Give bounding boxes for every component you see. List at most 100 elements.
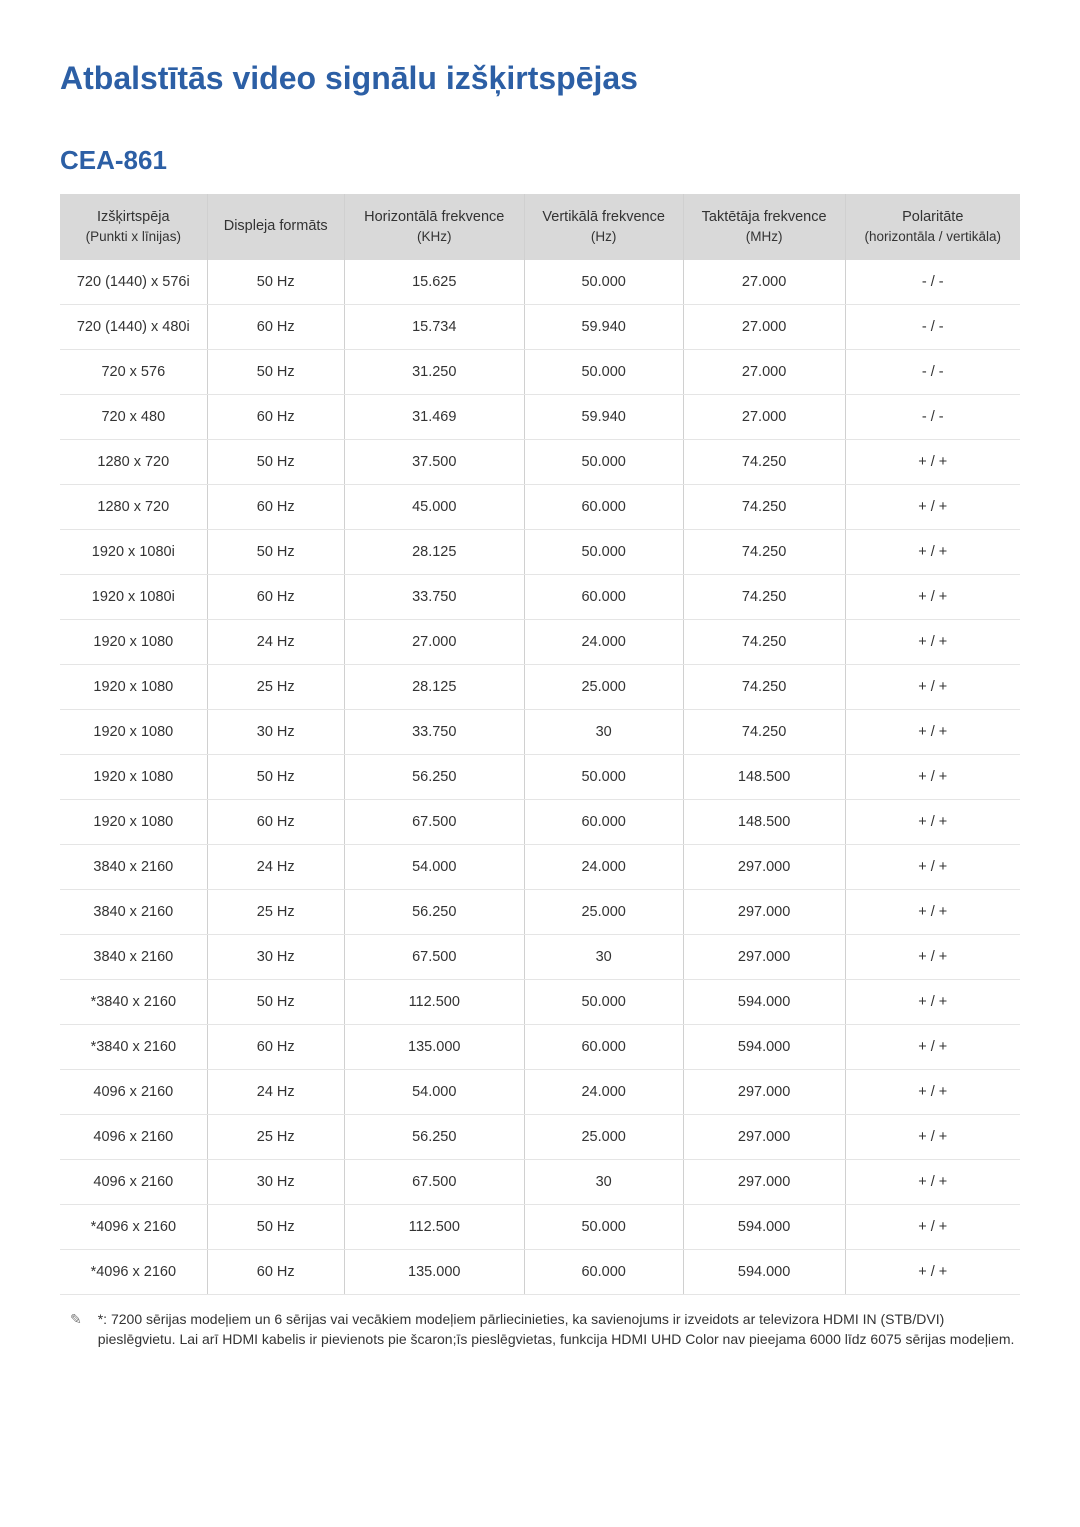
table-cell: - / - <box>845 394 1020 439</box>
table-cell: 25.000 <box>524 1114 683 1159</box>
table-row: *3840 x 216060 Hz135.00060.000594.000+ /… <box>60 1024 1020 1069</box>
table-cell: 1920 x 1080 <box>60 754 207 799</box>
table-cell: 30 Hz <box>207 709 344 754</box>
table-cell: 74.250 <box>683 439 845 484</box>
table-cell: 50.000 <box>524 1204 683 1249</box>
table-cell: 297.000 <box>683 844 845 889</box>
table-cell: 112.500 <box>344 1204 524 1249</box>
footnote: ✎ *: 7200 sērijas modeļiem un 6 sērijas … <box>60 1309 1020 1350</box>
table-cell: 60.000 <box>524 799 683 844</box>
table-cell: + / + <box>845 574 1020 619</box>
table-header-cell: Izšķirtspēja(Punkti x līnijas) <box>60 194 207 260</box>
table-cell: + / + <box>845 1024 1020 1069</box>
table-cell: 30 <box>524 709 683 754</box>
table-header-cell: Displeja formāts <box>207 194 344 260</box>
table-cell: 56.250 <box>344 889 524 934</box>
table-cell: 33.750 <box>344 709 524 754</box>
table-cell: 3840 x 2160 <box>60 934 207 979</box>
header-sub-label: (horizontāla / vertikāla) <box>852 228 1014 246</box>
table-cell: 1280 x 720 <box>60 439 207 484</box>
header-main-label: Displeja formāts <box>214 217 338 237</box>
table-cell: 1920 x 1080 <box>60 664 207 709</box>
table-header-row: Izšķirtspēja(Punkti x līnijas) Displeja f… <box>60 194 1020 260</box>
table-row: 1920 x 108030 Hz33.7503074.250+ / + <box>60 709 1020 754</box>
table-cell: 60.000 <box>524 484 683 529</box>
table-row: 1280 x 72050 Hz37.50050.00074.250+ / + <box>60 439 1020 484</box>
table-row: 4096 x 216025 Hz56.25025.000297.000+ / + <box>60 1114 1020 1159</box>
table-cell: 135.000 <box>344 1024 524 1069</box>
table-cell: 25 Hz <box>207 889 344 934</box>
table-cell: 27.000 <box>344 619 524 664</box>
table-cell: 25 Hz <box>207 664 344 709</box>
table-cell: 15.625 <box>344 260 524 305</box>
table-cell: 297.000 <box>683 1114 845 1159</box>
table-cell: 31.250 <box>344 349 524 394</box>
table-cell: 112.500 <box>344 979 524 1024</box>
table-cell: + / + <box>845 1159 1020 1204</box>
table-cell: 1920 x 1080 <box>60 619 207 664</box>
header-main-label: Taktētāja frekvence <box>690 208 839 228</box>
table-row: 4096 x 216024 Hz54.00024.000297.000+ / + <box>60 1069 1020 1114</box>
table-cell: 54.000 <box>344 844 524 889</box>
table-cell: 148.500 <box>683 799 845 844</box>
table-cell: 31.469 <box>344 394 524 439</box>
header-main-label: Vertikālā frekvence <box>531 208 677 228</box>
table-cell: 135.000 <box>344 1249 524 1294</box>
table-cell: + / + <box>845 1069 1020 1114</box>
table-cell: 297.000 <box>683 1069 845 1114</box>
table-cell: 60.000 <box>524 574 683 619</box>
table-cell: 297.000 <box>683 934 845 979</box>
table-cell: 50.000 <box>524 349 683 394</box>
table-cell: 27.000 <box>683 304 845 349</box>
table-cell: 50 Hz <box>207 260 344 305</box>
table-row: *4096 x 216050 Hz112.50050.000594.000+ /… <box>60 1204 1020 1249</box>
table-cell: + / + <box>845 664 1020 709</box>
table-cell: 37.500 <box>344 439 524 484</box>
table-cell: 24 Hz <box>207 844 344 889</box>
table-row: 3840 x 216025 Hz56.25025.000297.000+ / + <box>60 889 1020 934</box>
footnote-text: *: 7200 sērijas modeļiem un 6 sērijas va… <box>98 1309 1020 1350</box>
table-cell: + / + <box>845 889 1020 934</box>
table-cell: 56.250 <box>344 754 524 799</box>
table-cell: - / - <box>845 304 1020 349</box>
table-cell: 33.750 <box>344 574 524 619</box>
table-cell: 720 (1440) x 480i <box>60 304 207 349</box>
table-cell: 74.250 <box>683 619 845 664</box>
table-cell: - / - <box>845 349 1020 394</box>
table-row: *4096 x 216060 Hz135.00060.000594.000+ /… <box>60 1249 1020 1294</box>
table-cell: 297.000 <box>683 889 845 934</box>
table-cell: 4096 x 2160 <box>60 1159 207 1204</box>
table-cell: 60 Hz <box>207 484 344 529</box>
table-cell: 25.000 <box>524 889 683 934</box>
table-cell: 30 <box>524 934 683 979</box>
table-cell: 74.250 <box>683 709 845 754</box>
table-cell: 30 <box>524 1159 683 1204</box>
table-cell: 59.940 <box>524 394 683 439</box>
table-cell: 60 Hz <box>207 574 344 619</box>
header-sub-label: (KHz) <box>351 228 518 246</box>
table-cell: + / + <box>845 1204 1020 1249</box>
table-cell: 4096 x 2160 <box>60 1069 207 1114</box>
table-row: 1920 x 1080i60 Hz33.75060.00074.250+ / + <box>60 574 1020 619</box>
table-cell: 50.000 <box>524 439 683 484</box>
table-cell: + / + <box>845 799 1020 844</box>
resolution-table: Izšķirtspēja(Punkti x līnijas) Displeja f… <box>60 194 1020 1295</box>
table-header-cell: Vertikālā frekvence(Hz) <box>524 194 683 260</box>
table-cell: 24.000 <box>524 1069 683 1114</box>
table-cell: 50 Hz <box>207 529 344 574</box>
header-main-label: Horizontālā frekvence <box>351 208 518 228</box>
table-row: 3840 x 216030 Hz67.50030297.000+ / + <box>60 934 1020 979</box>
table-cell: + / + <box>845 979 1020 1024</box>
table-cell: 594.000 <box>683 979 845 1024</box>
table-cell: 720 x 576 <box>60 349 207 394</box>
table-body: 720 (1440) x 576i50 Hz15.62550.00027.000… <box>60 260 1020 1295</box>
table-cell: 28.125 <box>344 529 524 574</box>
table-header-cell: Polaritāte(horizontāla / vertikāla) <box>845 194 1020 260</box>
table-row: 1280 x 72060 Hz45.00060.00074.250+ / + <box>60 484 1020 529</box>
table-cell: *4096 x 2160 <box>60 1204 207 1249</box>
table-cell: 1280 x 720 <box>60 484 207 529</box>
table-cell: 50 Hz <box>207 1204 344 1249</box>
table-cell: 24.000 <box>524 619 683 664</box>
table-cell: 50.000 <box>524 529 683 574</box>
table-row: 1920 x 1080i50 Hz28.12550.00074.250+ / + <box>60 529 1020 574</box>
